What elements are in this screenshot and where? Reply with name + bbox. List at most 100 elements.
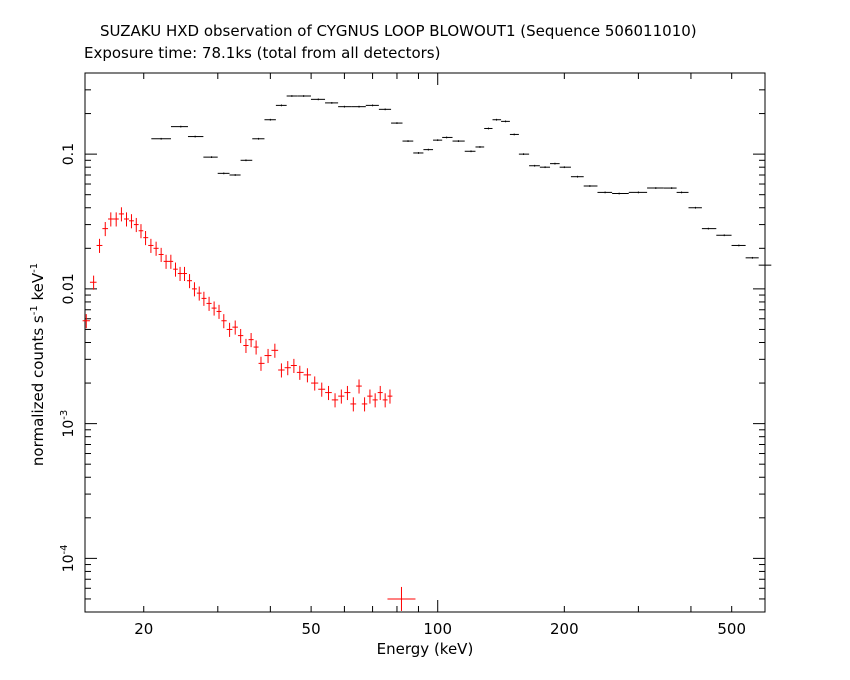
data-point xyxy=(377,385,383,401)
data-point xyxy=(344,385,351,401)
data-point xyxy=(452,140,465,142)
data-point xyxy=(701,227,717,230)
isolated-marker xyxy=(387,586,416,611)
data-point xyxy=(325,385,332,401)
data-point xyxy=(361,397,368,412)
data-point xyxy=(331,393,339,408)
data-point xyxy=(191,282,197,297)
data-point xyxy=(284,361,291,376)
data-point xyxy=(102,221,109,237)
data-point xyxy=(133,217,139,233)
y-tick-label: 0.1 xyxy=(61,143,77,165)
data-point xyxy=(253,340,259,355)
data-point xyxy=(211,301,217,316)
data-point xyxy=(529,164,540,167)
data-point xyxy=(351,105,366,108)
data-point xyxy=(240,159,253,162)
data-point xyxy=(484,127,493,130)
data-point xyxy=(196,286,202,301)
data-point xyxy=(123,212,129,227)
data-point xyxy=(290,358,297,373)
data-point xyxy=(745,256,759,259)
data-point xyxy=(229,174,241,176)
data-point xyxy=(206,296,212,311)
plot-frame xyxy=(84,72,766,613)
data-point xyxy=(365,104,379,107)
data-point xyxy=(143,231,149,246)
y-tick-label: 0.01 xyxy=(61,273,77,304)
data-point xyxy=(232,320,238,335)
data-point xyxy=(338,105,352,108)
y-axis-label: normalized counts s-1 keV-1 xyxy=(29,263,47,466)
data-point xyxy=(387,389,393,404)
data-point xyxy=(350,397,357,412)
data-point xyxy=(113,212,119,227)
data-point xyxy=(716,234,732,237)
data-point xyxy=(647,187,664,189)
data-point xyxy=(372,393,378,408)
data-point xyxy=(583,185,598,187)
series-0 xyxy=(151,95,772,267)
y-tick-label: 10-4 xyxy=(59,544,77,572)
data-point xyxy=(248,333,254,348)
data-point xyxy=(325,102,339,104)
data-point xyxy=(539,166,551,169)
x-tick-label: 500 xyxy=(717,620,746,638)
data-point xyxy=(318,382,326,397)
data-point xyxy=(217,172,230,175)
data-point xyxy=(391,122,403,124)
data-point xyxy=(118,207,124,222)
x-axis-label: Energy (keV) xyxy=(377,640,474,658)
data-point xyxy=(138,224,144,239)
data-point xyxy=(226,322,233,337)
data-point xyxy=(128,214,134,229)
data-point xyxy=(187,135,204,138)
x-tick-label: 20 xyxy=(134,620,153,638)
data-point xyxy=(173,262,178,277)
data-point xyxy=(338,389,345,404)
data-point xyxy=(475,146,485,148)
data-point xyxy=(501,120,510,123)
data-point xyxy=(413,152,424,154)
data-point xyxy=(597,191,613,194)
data-point xyxy=(252,137,265,140)
data-point xyxy=(271,343,279,358)
data-point xyxy=(264,118,276,121)
data-point xyxy=(378,108,392,111)
data-point xyxy=(168,254,174,269)
data-point xyxy=(89,275,97,290)
data-point xyxy=(367,389,373,404)
data-point xyxy=(187,274,192,289)
data-point xyxy=(153,241,159,256)
data-point xyxy=(550,162,560,165)
series-1 xyxy=(82,207,393,412)
data-point xyxy=(310,98,326,101)
data-point xyxy=(286,95,298,97)
data-point xyxy=(96,238,103,253)
data-point xyxy=(163,254,169,269)
data-point xyxy=(676,191,689,194)
data-point xyxy=(433,139,443,142)
data-point xyxy=(382,393,388,408)
data-point xyxy=(464,150,476,153)
data-point xyxy=(297,95,311,97)
data-point xyxy=(356,379,362,394)
data-point xyxy=(237,328,244,344)
data-point xyxy=(559,166,571,169)
data-point xyxy=(158,247,164,262)
data-point xyxy=(182,266,188,282)
data-point xyxy=(628,191,648,194)
data-point xyxy=(170,125,188,128)
data-point xyxy=(216,304,222,319)
data-point xyxy=(82,314,90,329)
x-tick-label: 100 xyxy=(423,620,452,638)
data-point xyxy=(221,314,227,329)
chart-title: SUZAKU HXD observation of CYGNUS LOOP BL… xyxy=(100,22,697,40)
data-point xyxy=(177,266,183,282)
data-point xyxy=(402,140,414,142)
x-tick-label: 50 xyxy=(302,620,321,638)
data-point xyxy=(423,148,434,151)
data-point xyxy=(612,192,629,195)
data-point xyxy=(243,338,249,353)
